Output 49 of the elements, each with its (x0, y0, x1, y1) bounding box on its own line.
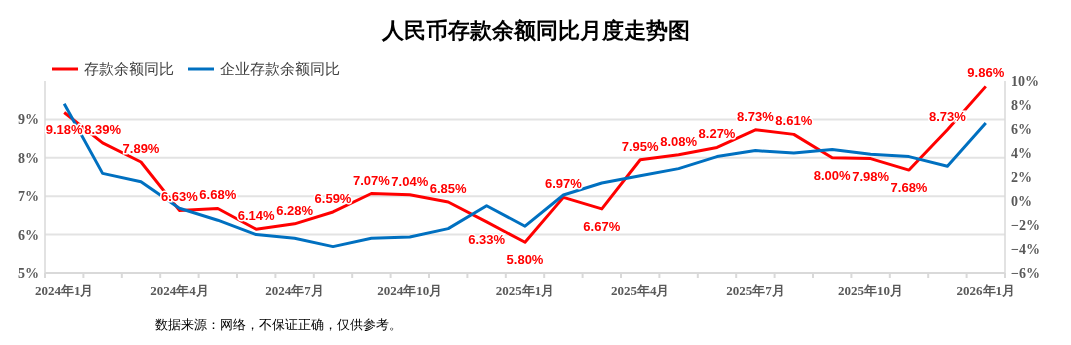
data-label: 7.68% (890, 180, 928, 196)
x-tick-label: 2026年1月 (956, 283, 1016, 298)
y2-tick-label: 10% (1011, 74, 1039, 89)
x-tick-label: 2024年1月 (34, 283, 94, 298)
y2-tick-label: 8% (1011, 98, 1032, 113)
chart-title: 人民币存款余额同比月度走势图 (380, 18, 690, 43)
data-label: 6.67% (583, 218, 621, 234)
x-tick-label: 2024年10月 (377, 283, 443, 298)
y-tick-label: 9% (18, 112, 39, 128)
data-label: 6.97% (544, 176, 583, 192)
x-tick-label: 2025年7月 (726, 283, 785, 298)
source-note: 数据来源：网络，不保证正确，仅供参考。 (155, 317, 402, 332)
data-label: 6.14% (237, 208, 276, 224)
y-tick-label: 5% (18, 266, 39, 281)
data-label: 7.89% (122, 141, 160, 157)
data-label: 8.73% (736, 108, 775, 124)
x-tick-label: 2025年4月 (610, 283, 670, 298)
x-tick-label: 2025年1月 (495, 283, 555, 298)
data-label: 6.68% (199, 187, 237, 203)
legend-label: 存款余额同比 (84, 61, 174, 77)
data-label: 5.80% (506, 252, 544, 268)
x-tick-label: 2024年4月 (150, 283, 209, 298)
x-tick-label: 2024年7月 (265, 283, 324, 298)
data-label: 8.08% (660, 133, 698, 149)
x-tick-label: 2025年10月 (838, 283, 904, 298)
data-label: 7.07% (352, 172, 391, 188)
data-label: 7.04% (391, 173, 429, 189)
data-label: 8.00% (813, 167, 852, 183)
data-label: 7.98% (852, 168, 890, 184)
data-label: 6.28% (276, 202, 314, 218)
data-label: 6.85% (429, 180, 468, 196)
y-tick-label: 6% (18, 227, 39, 243)
data-label: 8.39% (84, 121, 122, 137)
data-label: 8.61% (775, 113, 813, 129)
data-label: 7.95% (621, 138, 660, 154)
y2-tick-label: −2% (1011, 218, 1040, 233)
y2-tick-label: 4% (1011, 146, 1032, 161)
y2-tick-label: −4% (1011, 242, 1040, 257)
y2-tick-label: −6% (1011, 266, 1040, 281)
legend-label: 企业存款余额同比 (220, 61, 340, 77)
y2-tick-label: 2% (1011, 170, 1032, 185)
data-label: 6.59% (314, 190, 352, 206)
y-tick-label: 8% (18, 150, 39, 166)
data-label: 8.27% (698, 126, 736, 142)
data-label: 9.86% (967, 65, 1005, 81)
y2-tick-label: 0% (1011, 194, 1032, 209)
y-tick-label: 7% (18, 189, 39, 205)
y2-tick-label: 6% (1011, 122, 1032, 137)
data-label: 6.33% (468, 231, 506, 247)
